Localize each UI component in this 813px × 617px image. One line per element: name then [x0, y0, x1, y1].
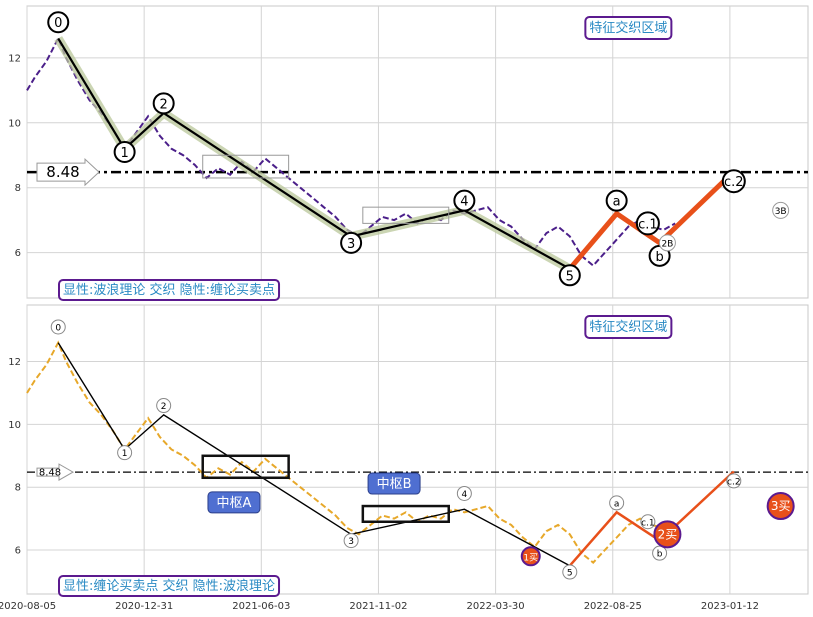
- wave-label: c.2: [724, 175, 744, 190]
- wave-label-marker: [635, 211, 660, 236]
- wave-label: a: [613, 195, 621, 210]
- buy-point-marker: [766, 492, 795, 521]
- wave-label: 5: [567, 569, 573, 579]
- buy-hint-label: 2B: [661, 239, 673, 249]
- wave-label: c.1: [641, 518, 655, 528]
- level-arrow-badge: [36, 463, 75, 481]
- plot-frame: [26, 5, 809, 299]
- wave-label: c.2: [727, 477, 741, 487]
- wave-label-marker: [453, 189, 476, 212]
- wave-label: 1: [120, 146, 128, 161]
- wave-line: [57, 342, 571, 567]
- panel-caption-box: [58, 279, 281, 301]
- y-tick-label: 8: [15, 183, 21, 194]
- panel-caption: 显性:波浪理论 交织 隐性:缠论买卖点: [63, 282, 275, 298]
- y-tick-label: 8: [15, 483, 21, 494]
- wave-label-marker: [156, 398, 172, 414]
- wave-label: 3: [347, 237, 355, 252]
- wave-label: c.1: [638, 217, 658, 232]
- wave-label-marker: [50, 319, 66, 335]
- wave-label: 5: [566, 269, 574, 284]
- buy-hint-marker: [772, 201, 790, 219]
- wave-label: 2: [160, 97, 168, 112]
- buy-point-label: 3买: [771, 499, 791, 513]
- y-tick-label: 12: [8, 357, 21, 368]
- wave-label: 4: [461, 490, 467, 500]
- central-zone-box: [361, 504, 450, 524]
- x-tick-label: 2021-06-03: [232, 601, 290, 612]
- feature-zone-box: [584, 16, 673, 40]
- wave-label-marker: [456, 485, 472, 501]
- corrective-wave: [568, 470, 735, 567]
- feature-zone-box: [584, 315, 673, 339]
- wave-label-marker: [640, 514, 656, 530]
- y-tick-label: 12: [8, 53, 21, 64]
- wave-label-marker: [113, 141, 136, 163]
- buy-hint-label: 3B: [775, 207, 787, 217]
- central-label-box: [367, 472, 421, 495]
- x-tick-label: 2020-12-31: [115, 601, 173, 612]
- central-label: 中枢A: [217, 496, 252, 511]
- y-tick-label: 10: [8, 420, 21, 431]
- buy-point-marker: [653, 520, 682, 549]
- x-tick-label: 2020-08-05: [0, 601, 56, 612]
- wave-label-marker: [558, 264, 581, 287]
- buy-point-label: 2买: [658, 527, 678, 541]
- wave-label: 0: [54, 16, 62, 31]
- wave-label-marker: [117, 445, 133, 461]
- price-series: [26, 340, 676, 564]
- wave-label-marker: [47, 11, 70, 34]
- central-zone-box: [362, 206, 450, 224]
- buy-point-label: 1买: [523, 552, 538, 563]
- level-arrow-badge: [36, 157, 100, 187]
- wave-label: 0: [55, 323, 61, 333]
- level-label: 8.48: [39, 468, 61, 479]
- wave-label-marker: [340, 231, 363, 254]
- wave-label: 4: [460, 195, 468, 210]
- wave-label-marker: [726, 473, 742, 489]
- x-tick-label: 2022-03-30: [467, 601, 525, 612]
- wave-label-marker: [652, 545, 668, 561]
- wave-label: b: [657, 550, 663, 560]
- wave-label: 3: [348, 537, 354, 547]
- panel-caption-box: [58, 575, 281, 597]
- wave-label-marker: [605, 189, 628, 212]
- wave-label-marker: [609, 495, 625, 511]
- wave-label-marker: [152, 92, 175, 115]
- wave-label-marker: [721, 169, 746, 194]
- feature-zone-label: 特征交织区域: [589, 20, 667, 36]
- x-tick-label: 2022-08-25: [584, 601, 642, 612]
- y-tick-label: 6: [15, 546, 21, 557]
- x-axis: 2020-08-05 2020-12-31 2021-06-03 2021-11-02…: [0, 601, 759, 612]
- y-tick-label: 6: [15, 248, 21, 259]
- x-tick-label: 2023-01-12: [701, 601, 759, 612]
- level-label: 8.48: [46, 163, 79, 181]
- y-tick-label: 10: [8, 118, 21, 129]
- central-label-box: [207, 491, 261, 514]
- x-tick-label: 2021-11-02: [349, 601, 407, 612]
- wave-line: [57, 37, 571, 270]
- buy-point-marker: [520, 546, 541, 567]
- wave-label: b: [655, 250, 663, 265]
- buy-hint-marker: [658, 234, 676, 252]
- panel-caption: 显性:缠论买卖点 交织 隐性:波浪理论: [63, 578, 275, 594]
- central-zone-box: [202, 154, 290, 179]
- wave-label-marker: [562, 564, 578, 580]
- feature-zone-label: 特征交织区域: [589, 319, 667, 335]
- plot-frame: [26, 304, 809, 595]
- wave-label-marker: [343, 533, 359, 549]
- wave-label: 1: [122, 449, 128, 459]
- wave-label: 2: [161, 402, 167, 412]
- central-zone-box: [201, 454, 290, 480]
- central-label: 中枢B: [377, 477, 412, 492]
- wave-label: a: [614, 499, 620, 509]
